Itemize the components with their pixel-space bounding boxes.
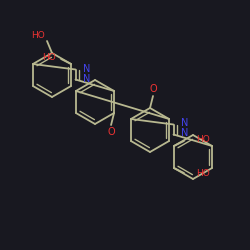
Text: N: N: [180, 118, 188, 128]
Text: HO: HO: [31, 30, 45, 40]
Text: HO: HO: [196, 136, 210, 144]
Text: N: N: [82, 74, 90, 84]
Text: N: N: [82, 64, 90, 74]
Text: N: N: [180, 128, 188, 138]
Text: HO: HO: [196, 170, 210, 178]
Text: O: O: [107, 127, 115, 137]
Text: HO: HO: [42, 54, 56, 62]
Text: O: O: [149, 84, 157, 94]
